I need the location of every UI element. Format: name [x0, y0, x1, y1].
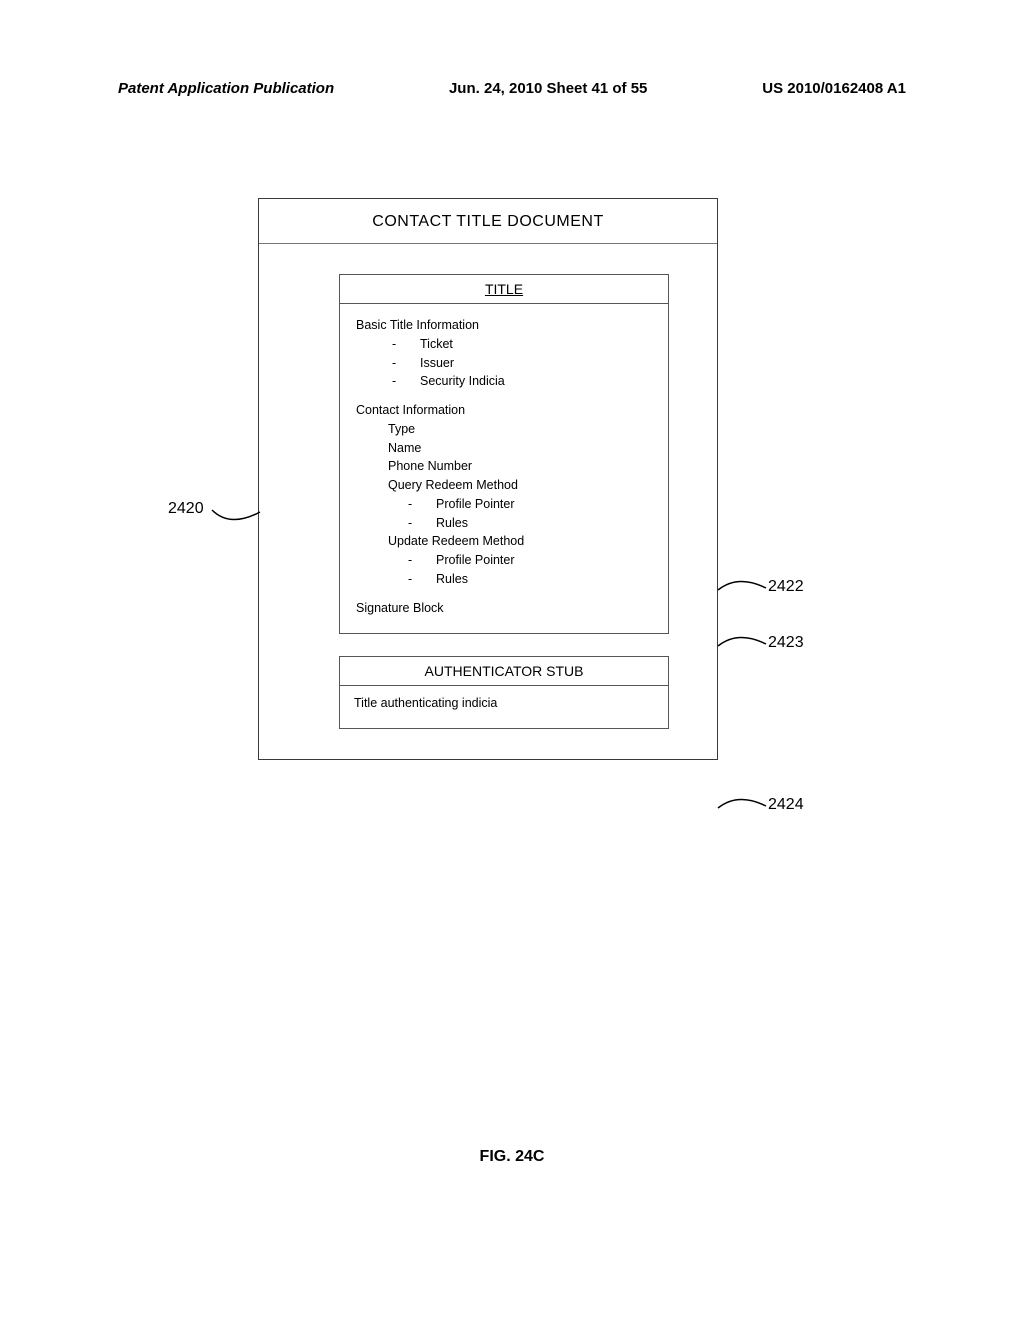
figure-caption: FIG. 24C	[118, 1148, 906, 1166]
contact-item: Type	[356, 420, 652, 439]
lead-2422	[716, 576, 771, 598]
update-item: -Profile Pointer	[356, 551, 652, 570]
contact-title-document-box: CONTACT TITLE DOCUMENT TITLE Basic Title…	[258, 198, 718, 760]
query-item: -Profile Pointer	[356, 495, 652, 514]
header-right: US 2010/0162408 A1	[762, 80, 906, 97]
header-center: Jun. 24, 2010 Sheet 41 of 55	[449, 80, 647, 97]
ref-2422: 2422	[768, 578, 804, 596]
header-left: Patent Application Publication	[118, 80, 334, 97]
stub-header: AUTHENTICATOR STUB	[340, 657, 668, 686]
ref-2423: 2423	[768, 634, 804, 652]
query-item: -Rules	[356, 514, 652, 533]
diagram-area: CONTACT TITLE DOCUMENT TITLE Basic Title…	[118, 198, 906, 1202]
basic-item: -Issuer	[356, 354, 652, 373]
authenticator-stub-box: AUTHENTICATOR STUB Title authenticating …	[339, 656, 669, 729]
title-box-body: Basic Title Information -Ticket -Issuer …	[340, 304, 668, 633]
stub-body: Title authenticating indicia	[340, 686, 668, 728]
basic-item: -Ticket	[356, 335, 652, 354]
ref-2420: 2420	[168, 500, 204, 518]
contact-item: Name	[356, 439, 652, 458]
lead-2423	[716, 632, 771, 654]
update-item: -Rules	[356, 570, 652, 589]
page-header: Patent Application Publication Jun. 24, …	[118, 80, 906, 97]
lead-2424	[716, 794, 771, 816]
contact-item: Phone Number	[356, 457, 652, 476]
query-redeem-head: Query Redeem Method	[356, 476, 652, 495]
contact-info-head: Contact Information	[356, 401, 652, 420]
basic-item: -Security Indicia	[356, 372, 652, 391]
outer-box-title: CONTACT TITLE DOCUMENT	[259, 199, 717, 244]
basic-info-head: Basic Title Information	[356, 316, 652, 335]
outer-box-body: TITLE Basic Title Information -Ticket -I…	[259, 244, 717, 759]
title-box-header: TITLE	[340, 275, 668, 304]
title-box: TITLE Basic Title Information -Ticket -I…	[339, 274, 669, 634]
update-redeem-head: Update Redeem Method	[356, 532, 652, 551]
ref-2424: 2424	[768, 796, 804, 814]
signature-block: Signature Block	[356, 599, 652, 618]
